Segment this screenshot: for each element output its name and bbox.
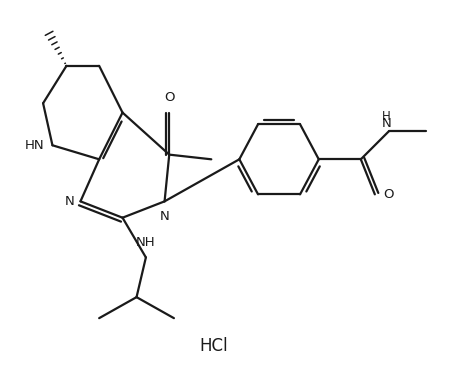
Text: N: N (160, 210, 169, 223)
Text: HN: HN (24, 139, 44, 152)
Text: HCl: HCl (200, 337, 228, 355)
Text: O: O (164, 91, 174, 104)
Text: NH: NH (136, 236, 155, 249)
Text: H: H (382, 110, 391, 123)
Text: N: N (382, 117, 392, 130)
Text: N: N (65, 195, 75, 208)
Text: O: O (383, 188, 394, 201)
